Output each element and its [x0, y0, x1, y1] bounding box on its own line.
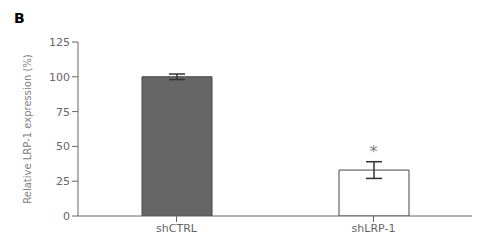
svg-text:50: 50 — [56, 140, 70, 153]
svg-text:100: 100 — [49, 71, 70, 84]
svg-text:0: 0 — [63, 210, 70, 223]
svg-text:*: * — [370, 142, 378, 161]
html-text:B: B — [14, 10, 25, 26]
svg-text:25: 25 — [56, 175, 70, 188]
svg-text:shLRP-1: shLRP-1 — [352, 222, 396, 235]
svg-text:75: 75 — [56, 106, 70, 119]
svg-text:125: 125 — [49, 36, 70, 49]
svg-text:shCTRL: shCTRL — [156, 222, 198, 235]
svg-text:Relative LRP-1 expression (%): Relative LRP-1 expression (%) — [22, 54, 33, 204]
